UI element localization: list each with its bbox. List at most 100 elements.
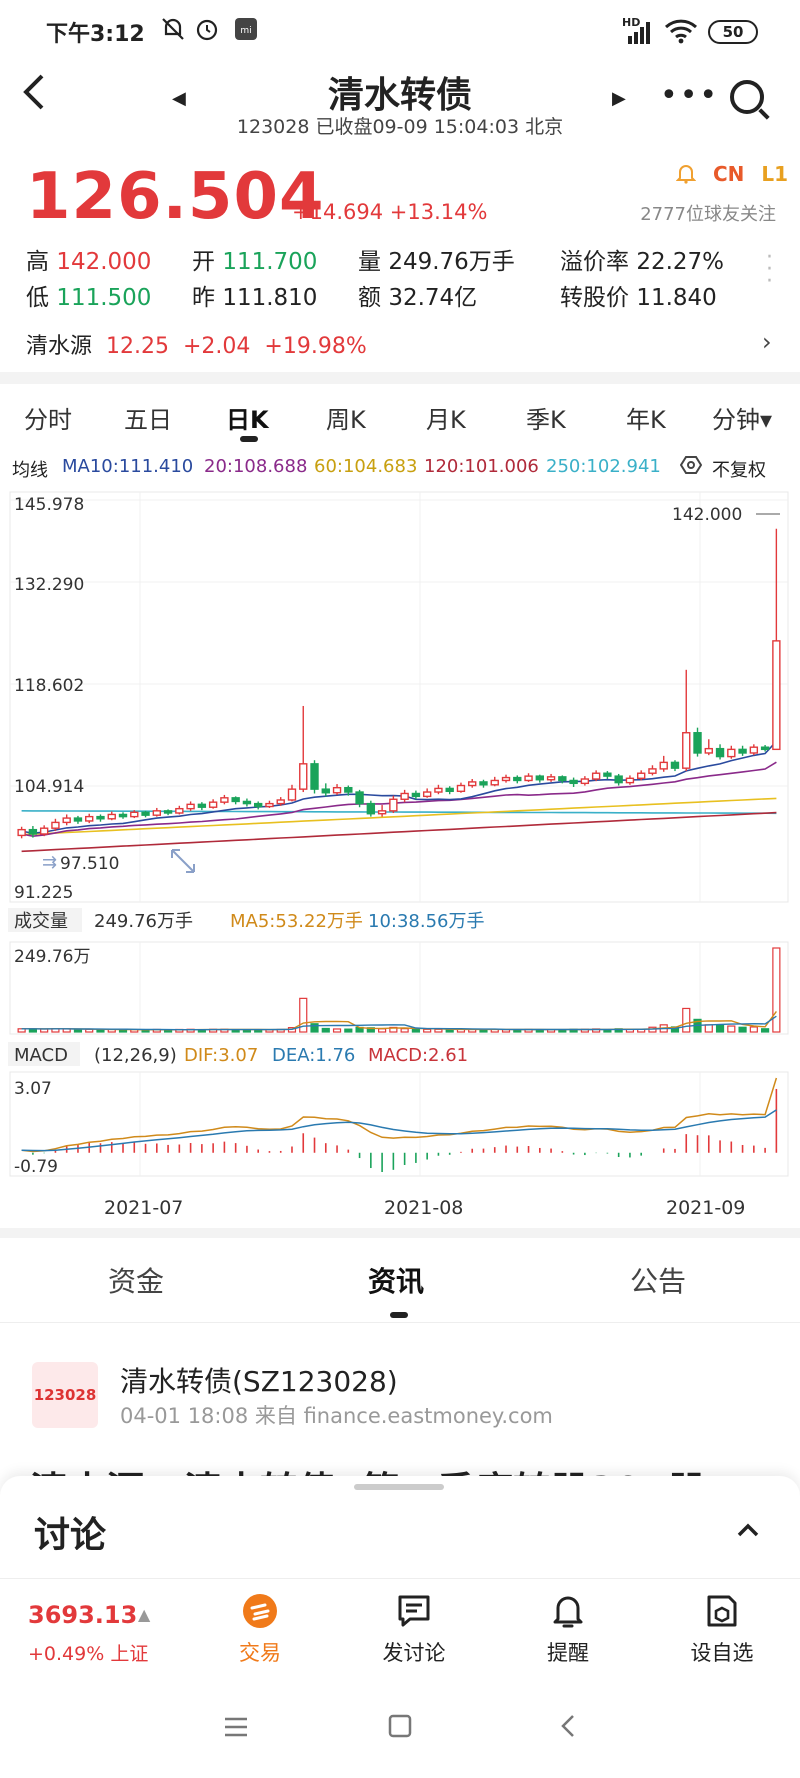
menu-icon[interactable] xyxy=(224,1712,248,1745)
candle xyxy=(321,783,330,797)
macd-label-bg xyxy=(8,1042,80,1066)
tab-daily-k[interactable]: 日K xyxy=(226,406,269,434)
candle xyxy=(366,800,376,817)
index-value[interactable]: 3693.13 xyxy=(28,1601,138,1629)
volume-frame xyxy=(9,941,789,1035)
news-source-logo: 123028 xyxy=(32,1362,98,1428)
macd-lines xyxy=(21,1077,778,1153)
candle xyxy=(456,782,466,793)
sheet-drag-handle[interactable] xyxy=(354,1484,444,1490)
previous-stock-icon[interactable]: ◀ xyxy=(172,88,186,109)
index-change[interactable]: +0.49% 上证 xyxy=(28,1643,149,1665)
alert-bell-icon[interactable] xyxy=(675,162,703,186)
last-price: 126.504 xyxy=(26,160,325,234)
nav-reminder[interactable]: 提醒 xyxy=(508,1591,628,1667)
macd-label: MACD xyxy=(14,1045,68,1066)
volume-bar xyxy=(423,1028,432,1033)
volume-bar xyxy=(434,1028,443,1033)
candle xyxy=(625,775,635,785)
macd-dea: DEA:1.76 xyxy=(272,1045,355,1066)
candle xyxy=(17,826,26,839)
macd-top-label: 3.07 xyxy=(14,1079,52,1099)
app-notification-icon: mi xyxy=(234,16,258,48)
back-icon[interactable] xyxy=(22,72,46,122)
macd-dif: DIF:3.07 xyxy=(184,1045,258,1066)
tab-monthly-k[interactable]: 月K xyxy=(426,406,466,434)
volume-grid xyxy=(139,942,701,1034)
tab-quarterly-k[interactable]: 季K xyxy=(526,406,566,434)
high-marker: 142.000 xyxy=(672,505,780,525)
underlying-stock-row[interactable]: 清水源 12.25 +2.04 +19.98% › xyxy=(0,328,800,364)
badge-group: CN L1 xyxy=(666,162,788,186)
home-icon[interactable] xyxy=(388,1712,412,1745)
more-options-icon[interactable]: ••• xyxy=(660,78,720,113)
status-bar: 下午3:12 mi HD 50 xyxy=(0,0,800,60)
followers-count[interactable]: 2777位球友关注 xyxy=(640,204,776,225)
candle xyxy=(332,784,342,795)
ma10-value: MA10:111.410 xyxy=(62,456,194,477)
nav-trade[interactable]: 交易 xyxy=(200,1591,320,1667)
candle xyxy=(51,818,60,832)
macd-value: MACD:2.61 xyxy=(368,1045,468,1066)
volume-bar xyxy=(772,947,781,1033)
bell-icon xyxy=(508,1591,628,1631)
tab-five-day[interactable]: 五日 xyxy=(124,406,172,434)
candle xyxy=(85,813,94,824)
expand-chart-icon[interactable]: ⇉ xyxy=(42,849,195,873)
next-stock-icon[interactable]: ▶ xyxy=(612,88,626,109)
search-icon[interactable] xyxy=(730,80,764,114)
candle xyxy=(715,744,725,760)
discussion-sheet[interactable]: 讨论 xyxy=(0,1476,800,1580)
watchlist-icon xyxy=(662,1591,782,1631)
adjust-mode-toggle[interactable]: 不复权 xyxy=(712,460,766,481)
volume-bar xyxy=(73,1029,83,1033)
trade-icon xyxy=(200,1591,320,1631)
tab-news[interactable]: 资讯 xyxy=(368,1265,425,1298)
candle xyxy=(434,784,443,795)
kline-chart[interactable]: 145.978 132.290 118.602 104.914 91.225 1… xyxy=(0,488,800,1228)
signal-icon xyxy=(626,22,652,50)
volume-label-bg xyxy=(8,908,82,932)
y-label-top: 145.978 xyxy=(14,495,84,515)
stat-conversion-price: 转股价 11.840 xyxy=(560,285,717,311)
volume-bar xyxy=(378,1028,387,1033)
settings-hexagon-icon[interactable] xyxy=(679,454,703,481)
candle xyxy=(445,786,454,795)
ma60-value: 60:104.683 xyxy=(314,456,418,477)
volume-bar xyxy=(761,1028,770,1033)
volume-bar xyxy=(96,1029,105,1033)
stat-premium-rate: 溢价率 22.27% xyxy=(560,249,725,275)
info-tabs: 资金 资讯 公告 xyxy=(0,1236,800,1326)
divider xyxy=(0,1228,800,1238)
dif-line xyxy=(21,1077,778,1153)
back-nav-icon[interactable] xyxy=(560,1712,576,1745)
nav-post-discussion[interactable]: 发讨论 xyxy=(354,1591,474,1667)
nav-add-watchlist[interactable]: 设自选 xyxy=(662,1591,782,1667)
underlying-name: 清水源 xyxy=(26,334,93,359)
tab-intraday[interactable]: 分时 xyxy=(24,406,72,434)
candle xyxy=(569,777,578,787)
candle xyxy=(524,773,533,782)
expand-stats-icon[interactable]: · · · xyxy=(766,245,773,294)
ma-label: 均线 xyxy=(12,460,48,481)
tab-announcements[interactable]: 公告 xyxy=(630,1265,687,1298)
index-up-triangle-icon: ▲ xyxy=(138,1605,151,1624)
chevron-up-icon[interactable] xyxy=(736,1512,760,1545)
candle xyxy=(704,739,713,756)
candle xyxy=(265,800,274,808)
volume-top-label: 249.76万 xyxy=(14,947,90,967)
tab-funds[interactable]: 资金 xyxy=(108,1265,165,1298)
tab-minute[interactable]: 分钟▾ xyxy=(712,406,773,434)
candle xyxy=(400,789,409,803)
tab-yearly-k[interactable]: 年K xyxy=(626,406,666,434)
y-label-bottom: 91.225 xyxy=(14,883,73,903)
candle xyxy=(603,771,612,780)
candle xyxy=(107,811,116,821)
chevron-right-icon[interactable]: › xyxy=(762,328,772,356)
level1-badge[interactable]: L1 xyxy=(761,162,789,186)
macd-histogram xyxy=(32,1088,778,1172)
market-cn-badge[interactable]: CN xyxy=(712,162,745,186)
x-label-aug: 2021-08 xyxy=(384,1197,463,1219)
tab-weekly-k[interactable]: 周K xyxy=(326,406,366,434)
stat-low: 低 111.500 xyxy=(26,285,152,311)
